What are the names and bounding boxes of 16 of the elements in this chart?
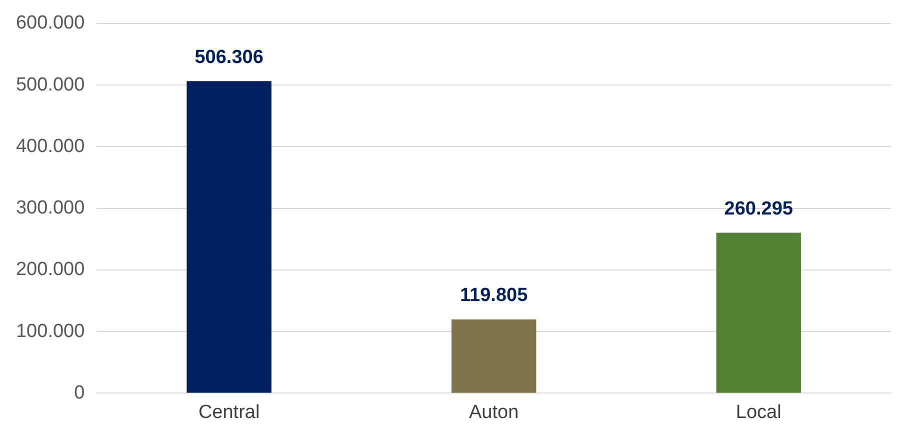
- y-tick-label: 300.000: [16, 198, 85, 219]
- y-tick-label: 400.000: [16, 136, 85, 157]
- x-tick-label: Central: [198, 402, 260, 423]
- x-tick-label: Auton: [469, 402, 519, 423]
- bar: [451, 319, 536, 393]
- y-tick-label: 500.000: [16, 74, 85, 96]
- y-tick-label: 200.000: [16, 259, 85, 280]
- bar: [186, 81, 272, 393]
- data-label: 119.805: [460, 285, 528, 306]
- y-tick-label: 100.000: [16, 320, 85, 342]
- y-tick-label: 0: [74, 382, 85, 404]
- x-tick-label: Local: [736, 402, 782, 423]
- data-label: 260.295: [724, 198, 794, 220]
- bar: [716, 232, 801, 393]
- data-label: 506.306: [194, 46, 264, 68]
- y-tick-label: 600.000: [16, 12, 85, 34]
